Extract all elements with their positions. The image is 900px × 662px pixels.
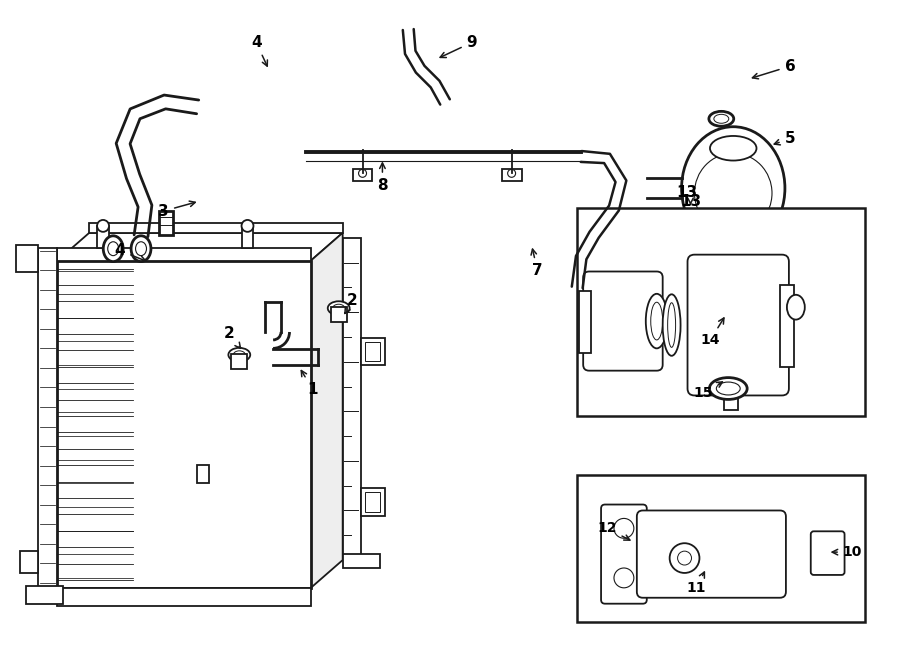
- Ellipse shape: [651, 303, 662, 340]
- Ellipse shape: [710, 136, 757, 161]
- Circle shape: [614, 568, 634, 588]
- Text: 6: 6: [752, 59, 796, 79]
- Circle shape: [508, 169, 516, 177]
- Bar: [330, 307, 346, 322]
- Bar: [58, 248, 310, 261]
- Circle shape: [678, 551, 691, 565]
- Bar: [780, 285, 794, 367]
- Bar: [580, 291, 591, 353]
- Bar: [159, 211, 173, 235]
- Ellipse shape: [662, 295, 680, 355]
- Text: 13: 13: [680, 193, 701, 209]
- Bar: [25, 586, 63, 604]
- Bar: [577, 208, 866, 416]
- Text: 3: 3: [158, 201, 195, 218]
- Text: 4: 4: [251, 35, 267, 66]
- Text: 5: 5: [774, 131, 796, 146]
- Bar: [58, 261, 310, 588]
- Ellipse shape: [668, 303, 676, 348]
- Bar: [89, 223, 343, 233]
- Polygon shape: [310, 233, 343, 588]
- FancyBboxPatch shape: [601, 504, 647, 604]
- Text: 8: 8: [377, 163, 388, 193]
- Bar: [343, 554, 381, 568]
- Text: 2: 2: [345, 293, 358, 314]
- Bar: [361, 338, 385, 365]
- Circle shape: [358, 169, 366, 177]
- Text: 15: 15: [694, 382, 723, 401]
- Ellipse shape: [233, 351, 246, 359]
- Bar: [724, 385, 738, 410]
- Ellipse shape: [714, 115, 729, 123]
- Circle shape: [614, 518, 634, 538]
- Ellipse shape: [333, 305, 345, 312]
- Ellipse shape: [709, 377, 747, 399]
- Ellipse shape: [229, 348, 250, 361]
- FancyBboxPatch shape: [583, 271, 662, 371]
- Bar: [15, 245, 38, 273]
- Bar: [364, 492, 381, 512]
- Text: 4: 4: [114, 243, 146, 261]
- Ellipse shape: [136, 242, 147, 256]
- Text: 2: 2: [224, 326, 240, 348]
- Bar: [38, 248, 58, 592]
- Text: 14: 14: [700, 318, 724, 347]
- Text: 10: 10: [832, 545, 862, 559]
- Bar: [577, 475, 866, 622]
- Text: 1: 1: [302, 371, 318, 397]
- Text: 11: 11: [687, 572, 707, 595]
- FancyBboxPatch shape: [637, 510, 786, 598]
- Bar: [353, 169, 373, 181]
- Ellipse shape: [104, 236, 123, 261]
- Bar: [97, 226, 109, 248]
- Ellipse shape: [131, 236, 151, 261]
- Ellipse shape: [695, 153, 772, 233]
- Ellipse shape: [328, 301, 349, 315]
- Circle shape: [97, 220, 109, 232]
- Ellipse shape: [108, 242, 119, 256]
- FancyBboxPatch shape: [811, 532, 844, 575]
- Ellipse shape: [787, 295, 805, 320]
- FancyBboxPatch shape: [688, 255, 789, 395]
- Polygon shape: [58, 233, 343, 261]
- Circle shape: [670, 544, 699, 573]
- Bar: [361, 488, 385, 516]
- Circle shape: [241, 220, 254, 232]
- Bar: [58, 588, 310, 606]
- Bar: [20, 551, 38, 573]
- Bar: [343, 238, 361, 555]
- Ellipse shape: [646, 294, 668, 348]
- Bar: [501, 169, 522, 181]
- Text: 13: 13: [676, 185, 698, 200]
- Text: 9: 9: [440, 35, 477, 58]
- Ellipse shape: [709, 111, 734, 126]
- Text: 7: 7: [531, 249, 543, 278]
- Bar: [241, 226, 254, 248]
- Text: 12: 12: [598, 522, 630, 540]
- Bar: [197, 465, 209, 483]
- Ellipse shape: [681, 126, 785, 250]
- Ellipse shape: [716, 382, 740, 395]
- Bar: [364, 342, 381, 361]
- Bar: [231, 354, 248, 369]
